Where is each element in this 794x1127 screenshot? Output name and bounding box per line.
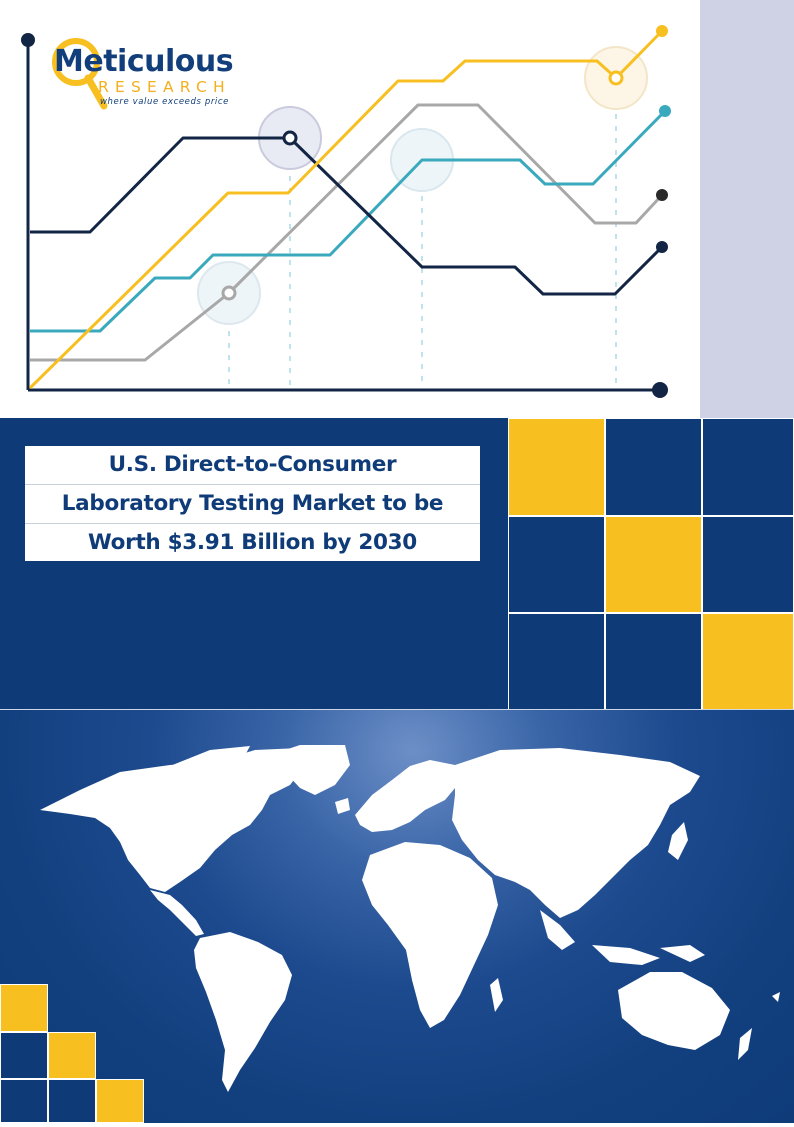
yellow-series-line	[28, 29, 664, 390]
grid-tile	[702, 613, 794, 710]
teal-end-dot	[659, 105, 671, 117]
world-map-section	[0, 710, 794, 1123]
title-line-3: Worth $3.91 Billion by 2030	[88, 530, 417, 555]
corner-tile	[0, 1032, 48, 1079]
gray-end-dot	[656, 189, 668, 201]
dark-marker-open	[282, 130, 298, 146]
corner-tile	[48, 1079, 96, 1123]
grid-tile	[508, 516, 605, 613]
y-axis-cap	[21, 33, 35, 47]
corner-tile	[48, 1032, 96, 1079]
grid-tile	[605, 418, 702, 516]
logo-subtext: RESEARCH	[98, 78, 231, 96]
grid-tile	[508, 418, 605, 516]
logo-tagline: where value exceeds price	[100, 97, 229, 107]
yellow-marker-open	[608, 70, 624, 86]
dark-series-line	[30, 136, 664, 296]
gray-series-line	[30, 103, 664, 362]
company-logo: Meticulous RESEARCH where value exceeds …	[48, 34, 258, 114]
x-axis-cap	[652, 382, 668, 398]
world-map-icon	[40, 745, 780, 1092]
corner-tile	[0, 984, 48, 1032]
decorative-line-chart	[21, 25, 671, 398]
grid-tile	[508, 613, 605, 710]
logo-mark-icon	[52, 38, 108, 110]
side-accent-strip	[700, 0, 794, 418]
yellow-end-dot	[656, 25, 668, 37]
hero-chart-area	[0, 0, 700, 418]
grid-tile	[605, 516, 702, 613]
title-divider	[25, 523, 480, 524]
grid-tile	[702, 418, 794, 516]
dark-end-dot	[656, 241, 668, 253]
title-line-2: Laboratory Testing Market to be	[61, 491, 444, 516]
gray-marker-open	[221, 285, 237, 301]
title-divider	[25, 484, 480, 485]
teal-series-line	[30, 109, 667, 333]
corner-tile	[0, 1079, 48, 1123]
logo-wordmark: Meticulous	[54, 44, 234, 79]
corner-tile	[96, 1079, 144, 1123]
title-line-1: U.S. Direct-to-Consumer	[108, 452, 397, 477]
grid-tile	[702, 516, 794, 613]
report-title: U.S. Direct-to-Consumer Laboratory Testi…	[25, 446, 480, 561]
section-divider	[0, 709, 794, 710]
grid-tile	[605, 613, 702, 710]
